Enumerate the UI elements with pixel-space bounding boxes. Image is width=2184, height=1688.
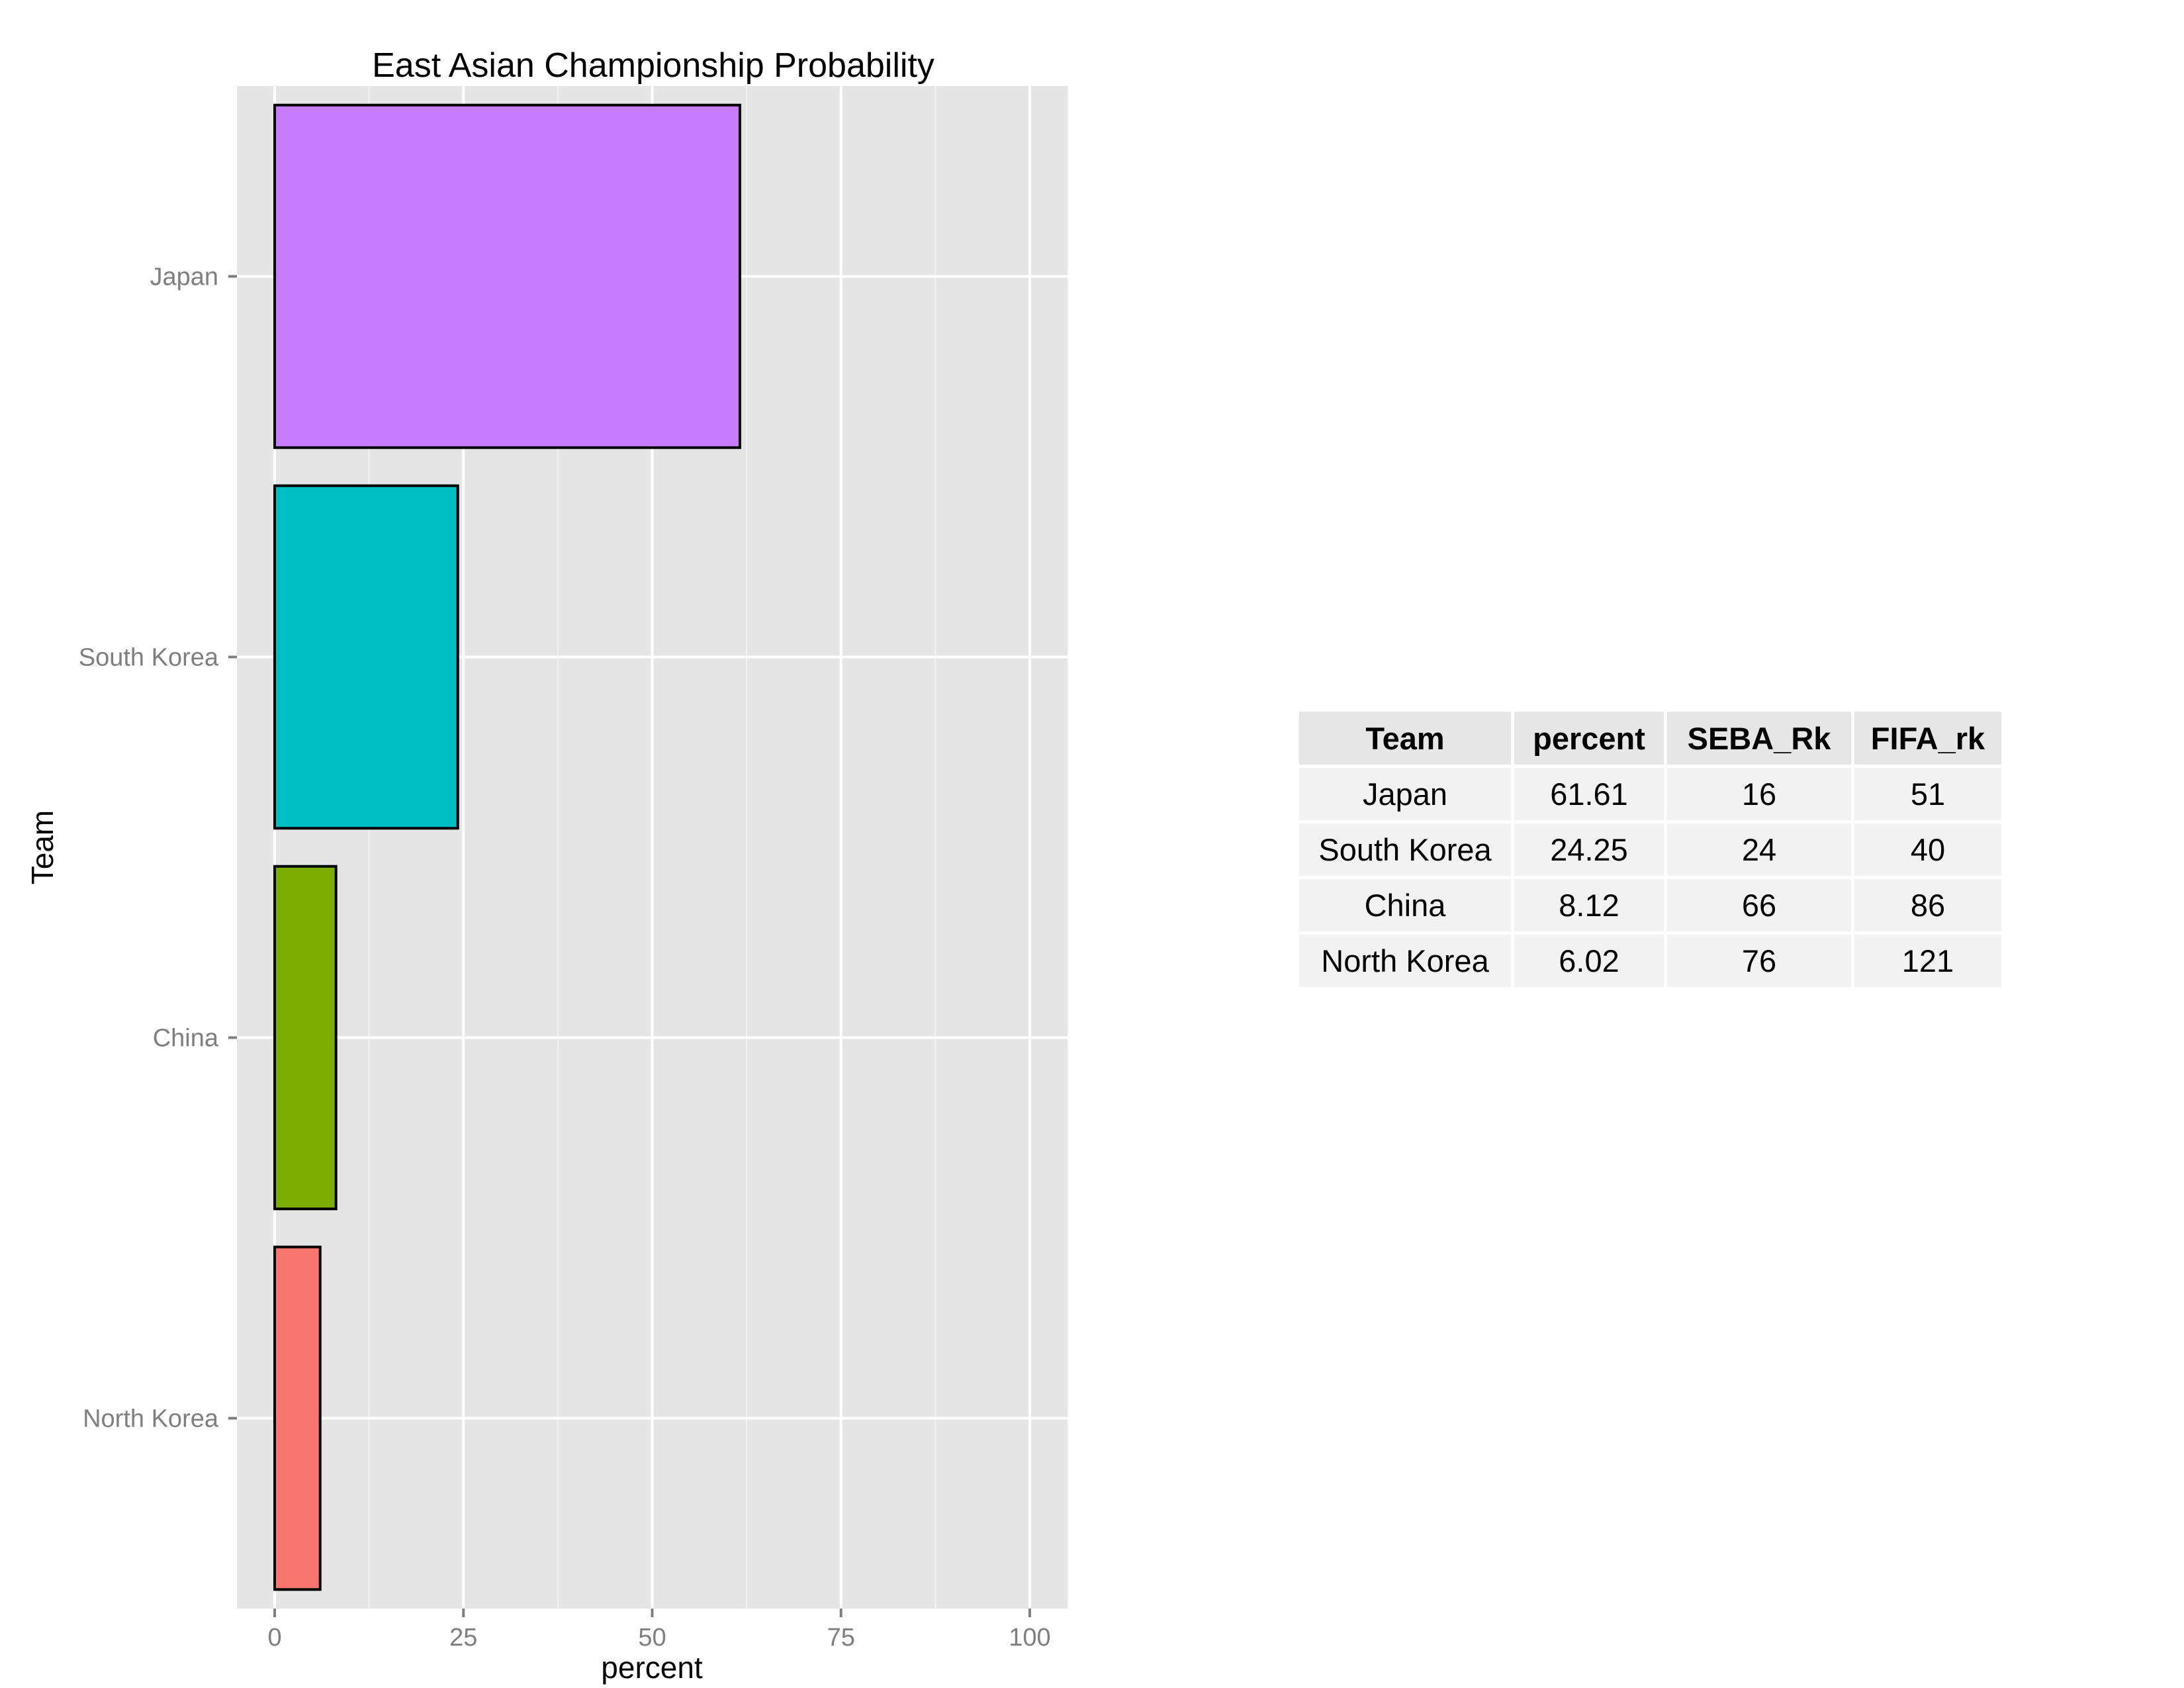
y-tick-label: Japan bbox=[150, 263, 218, 291]
probability-table: Team percent SEBA_Rk FIFA_rk Japan 61.61… bbox=[1296, 708, 2005, 990]
bar bbox=[273, 484, 459, 830]
x-tick-label: 50 bbox=[638, 1624, 666, 1652]
cell-fifa-rk: 86 bbox=[1854, 879, 2001, 931]
cell-fifa-rk: 40 bbox=[1854, 823, 2001, 876]
header-team: Team bbox=[1299, 712, 1511, 765]
cell-fifa-rk: 51 bbox=[1854, 768, 2001, 820]
cell-seba-rk: 16 bbox=[1667, 768, 1851, 820]
x-tick-label: 0 bbox=[267, 1624, 281, 1652]
x-tick-label: 25 bbox=[449, 1624, 477, 1652]
table-header-row: Team percent SEBA_Rk FIFA_rk bbox=[1299, 712, 2001, 765]
bar bbox=[273, 865, 338, 1211]
bar bbox=[273, 1245, 322, 1591]
chart-title: East Asian Championship Probability bbox=[372, 46, 934, 85]
bars bbox=[273, 103, 741, 1591]
cell-percent: 61.61 bbox=[1514, 768, 1664, 820]
cell-team: North Korea bbox=[1299, 935, 1511, 987]
y-tick-label: South Korea bbox=[79, 644, 219, 672]
x-axis-title: percent bbox=[601, 1650, 703, 1685]
table-row: China 8.12 66 86 bbox=[1299, 879, 2001, 931]
bar-chart: East Asian Championship Probability Nort… bbox=[25, 46, 1068, 1685]
x-axis: 0 25 50 75 100 bbox=[267, 1609, 1051, 1652]
cell-team: China bbox=[1299, 879, 1511, 931]
header-fifa-rk: FIFA_rk bbox=[1854, 712, 2001, 765]
cell-team: South Korea bbox=[1299, 823, 1511, 876]
cell-seba-rk: 76 bbox=[1667, 935, 1851, 987]
cell-seba-rk: 24 bbox=[1667, 823, 1851, 876]
y-tick-label: China bbox=[153, 1025, 219, 1053]
x-tick-label: 100 bbox=[1009, 1624, 1050, 1652]
x-tick-label: 75 bbox=[827, 1624, 855, 1652]
cell-percent: 24.25 bbox=[1514, 823, 1664, 876]
table-row: North Korea 6.02 76 121 bbox=[1299, 935, 2001, 987]
table-row: South Korea 24.25 24 40 bbox=[1299, 823, 2001, 876]
y-axis-title: Team bbox=[25, 810, 60, 884]
major-gridlines bbox=[237, 86, 1068, 1609]
y-axis: North Korea China South Korea Japan bbox=[79, 263, 237, 1433]
table-row: Japan 61.61 16 51 bbox=[1299, 768, 2001, 820]
cell-percent: 8.12 bbox=[1514, 879, 1664, 931]
y-tick-label: North Korea bbox=[83, 1405, 219, 1433]
bar bbox=[273, 103, 741, 449]
cell-team: Japan bbox=[1299, 768, 1511, 820]
cell-percent: 6.02 bbox=[1514, 935, 1664, 987]
header-seba-rk: SEBA_Rk bbox=[1667, 712, 1851, 765]
cell-seba-rk: 66 bbox=[1667, 879, 1851, 931]
cell-fifa-rk: 121 bbox=[1854, 935, 2001, 987]
header-percent: percent bbox=[1514, 712, 1664, 765]
